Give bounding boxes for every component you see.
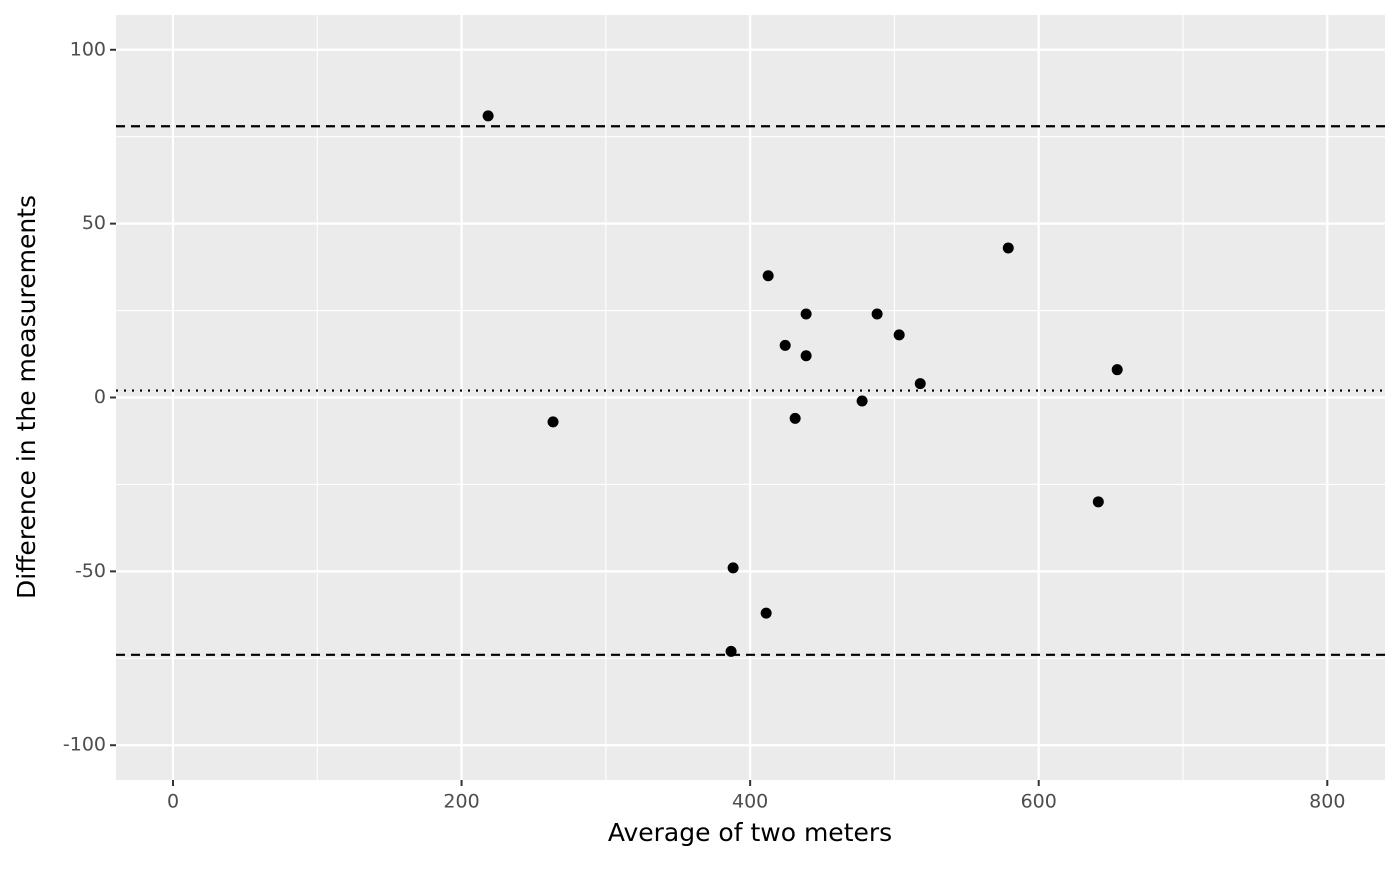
y-tick-label: -50 xyxy=(75,560,106,582)
point xyxy=(789,412,801,424)
point xyxy=(893,329,905,341)
point xyxy=(1111,364,1123,376)
x-tick-label: 600 xyxy=(1021,791,1057,813)
y-tick-label: 50 xyxy=(82,212,106,234)
point xyxy=(800,308,812,320)
point xyxy=(914,378,926,390)
point xyxy=(1002,242,1014,254)
point xyxy=(779,339,791,351)
point xyxy=(727,562,739,574)
point xyxy=(760,607,772,619)
point xyxy=(547,416,559,428)
x-tick-label: 200 xyxy=(443,791,479,813)
point xyxy=(1092,496,1104,508)
point xyxy=(482,110,494,122)
point xyxy=(762,270,774,282)
point xyxy=(725,645,737,657)
y-axis-title: Difference in the measurements xyxy=(12,195,41,599)
y-tick-label: 0 xyxy=(94,386,106,408)
point xyxy=(871,308,883,320)
x-tick-label: 400 xyxy=(732,791,768,813)
x-tick-label: 800 xyxy=(1309,791,1345,813)
y-tick-label: -100 xyxy=(63,734,106,756)
y-tick-label: 100 xyxy=(70,38,106,60)
x-axis-title: Average of two meters xyxy=(608,818,892,847)
point xyxy=(800,350,812,362)
point xyxy=(856,395,868,407)
x-tick-label: 0 xyxy=(167,791,179,813)
